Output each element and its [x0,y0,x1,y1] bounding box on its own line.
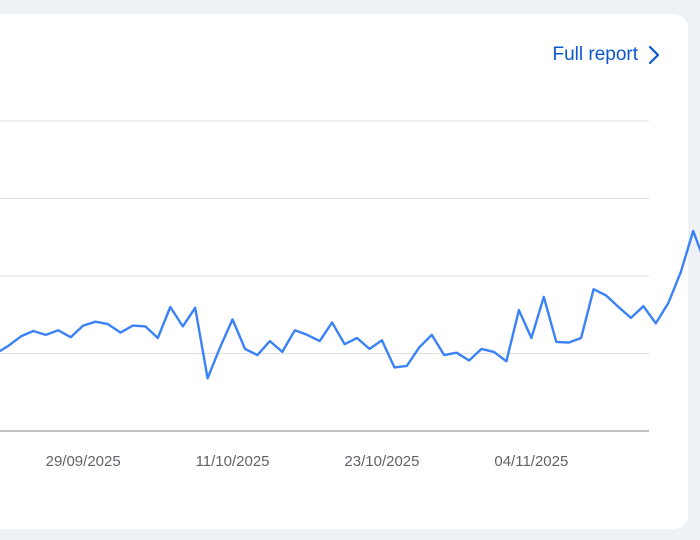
full-report-label: Full report [552,44,638,65]
performance-card [0,14,688,529]
chevron-right-icon [648,45,660,65]
chart-series [0,229,700,380]
x-tick-label: 23/10/2025 [344,453,419,470]
chart-grid [0,120,649,432]
x-tick-label: 11/10/2025 [196,453,270,470]
x-tick-label: 29/09/2025 [46,453,121,470]
x-axis-ticks: 29/09/2025 11/10/2025 23/10/2025 04/11/2025 [46,453,569,470]
series-line-0 [0,229,700,380]
full-report-link[interactable]: Full report [552,44,662,66]
x-tick-label: 04/11/2025 [494,453,568,470]
